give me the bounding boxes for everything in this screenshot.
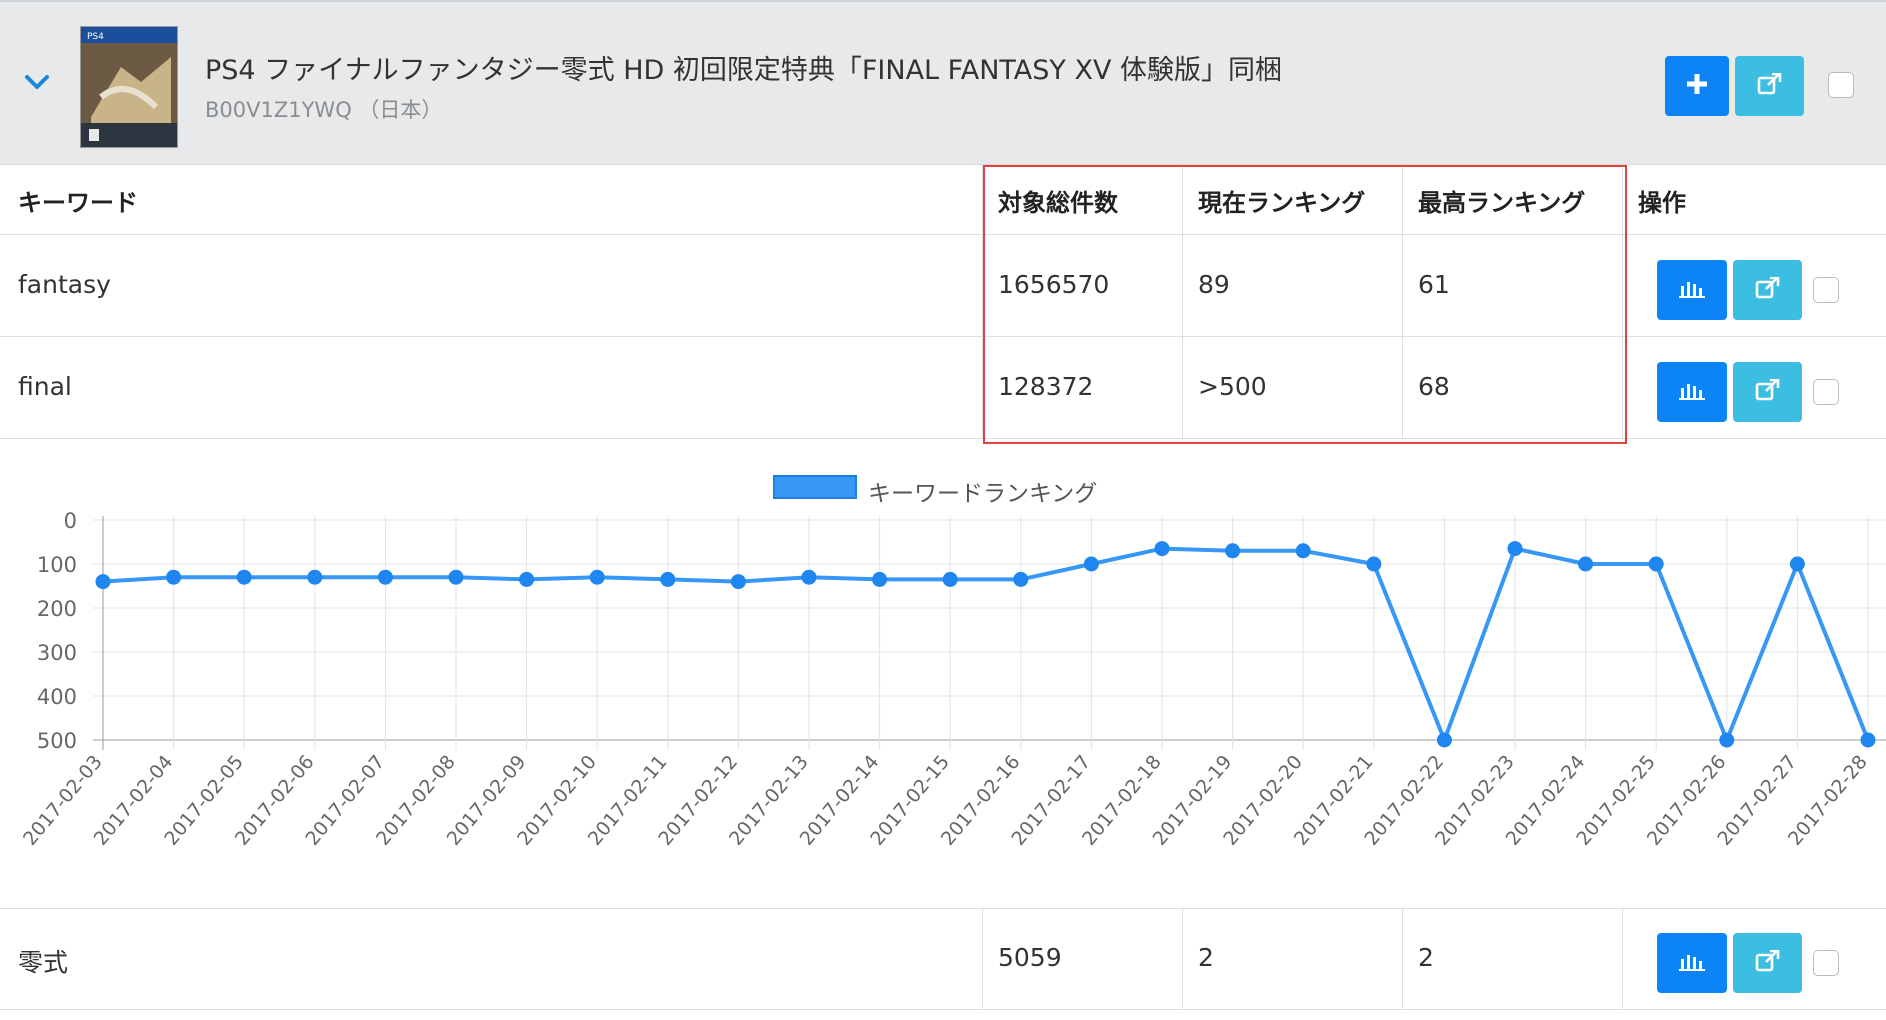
chart-button[interactable] bbox=[1657, 933, 1727, 993]
data-point bbox=[1789, 556, 1805, 572]
chevron-down-icon[interactable] bbox=[22, 70, 52, 94]
header-actions: 操作 bbox=[1638, 189, 1686, 217]
product-title: PS4 ファイナルファンタジー零式 HD 初回限定特典「FINAL FANTAS… bbox=[205, 55, 1283, 86]
bar-chart-icon bbox=[1679, 278, 1705, 302]
row-keyword: final bbox=[18, 372, 72, 401]
data-point bbox=[1860, 732, 1876, 748]
data-point bbox=[377, 569, 393, 585]
row-best-rank: 61 bbox=[1418, 270, 1450, 299]
row-current-rank: >500 bbox=[1198, 372, 1267, 401]
data-point bbox=[1295, 543, 1311, 559]
data-point bbox=[801, 569, 817, 585]
header-best-rank: 最高ランキング bbox=[1418, 189, 1586, 217]
y-tick-label: 100 bbox=[37, 553, 77, 577]
header-keyword: キーワード bbox=[18, 189, 138, 217]
data-point bbox=[660, 571, 676, 587]
external-link-icon bbox=[1757, 72, 1783, 99]
open-keyword-button[interactable] bbox=[1733, 933, 1802, 993]
row-total: 128372 bbox=[998, 372, 1094, 401]
product-checkbox[interactable] bbox=[1828, 72, 1854, 98]
data-point bbox=[1366, 556, 1382, 572]
row-total: 5059 bbox=[998, 943, 1062, 972]
legend-swatch bbox=[773, 475, 857, 499]
bar-chart-icon bbox=[1679, 380, 1705, 404]
header-total: 対象総件数 bbox=[998, 189, 1118, 217]
open-keyword-button[interactable] bbox=[1733, 362, 1802, 422]
plus-icon bbox=[1686, 73, 1708, 99]
y-tick-label: 0 bbox=[64, 509, 77, 533]
row-best-rank: 2 bbox=[1418, 943, 1434, 972]
row-checkbox[interactable] bbox=[1813, 277, 1839, 303]
data-point bbox=[166, 569, 182, 585]
chart-button[interactable] bbox=[1657, 362, 1727, 422]
external-link-icon bbox=[1755, 378, 1781, 405]
data-point bbox=[1225, 543, 1241, 559]
row-keyword: 零式 bbox=[18, 948, 69, 977]
external-link-icon bbox=[1755, 276, 1781, 303]
data-point bbox=[1013, 571, 1029, 587]
open-product-button[interactable] bbox=[1735, 56, 1804, 116]
data-point bbox=[1083, 556, 1099, 572]
row-checkbox[interactable] bbox=[1813, 379, 1839, 405]
row-current-rank: 2 bbox=[1198, 943, 1214, 972]
data-point bbox=[95, 574, 111, 590]
data-point bbox=[1648, 556, 1664, 572]
svg-text:PS4: PS4 bbox=[87, 32, 104, 42]
open-keyword-button[interactable] bbox=[1733, 260, 1802, 320]
row-current-rank: 89 bbox=[1198, 270, 1230, 299]
y-tick-label: 500 bbox=[37, 729, 77, 753]
bar-chart-icon bbox=[1679, 951, 1705, 975]
chart-button[interactable] bbox=[1657, 260, 1727, 320]
data-point bbox=[1436, 732, 1452, 748]
data-point bbox=[942, 571, 958, 587]
row-total: 1656570 bbox=[998, 270, 1110, 299]
product-thumbnail: PS4 bbox=[80, 26, 178, 148]
y-tick-label: 200 bbox=[37, 597, 77, 621]
data-point bbox=[519, 571, 535, 587]
data-point bbox=[1719, 732, 1735, 748]
external-link-icon bbox=[1755, 949, 1781, 976]
series-line bbox=[102, 546, 1870, 742]
row-best-rank: 68 bbox=[1418, 372, 1450, 401]
ranking-line-chart: 01002003004005002017-02-032017-02-042017… bbox=[19, 509, 1886, 850]
add-button[interactable] bbox=[1665, 56, 1729, 116]
header-current-rank: 現在ランキング bbox=[1198, 189, 1366, 217]
data-point bbox=[589, 569, 605, 585]
data-point bbox=[1154, 541, 1170, 557]
row-checkbox[interactable] bbox=[1813, 950, 1839, 976]
data-point bbox=[448, 569, 464, 585]
data-point bbox=[730, 574, 746, 590]
data-point bbox=[1578, 556, 1594, 572]
data-point bbox=[1507, 541, 1523, 557]
row-keyword: fantasy bbox=[18, 270, 111, 299]
data-point bbox=[307, 569, 323, 585]
data-point bbox=[236, 569, 252, 585]
y-tick-label: 400 bbox=[37, 685, 77, 709]
y-tick-label: 300 bbox=[37, 641, 77, 665]
data-point bbox=[872, 571, 888, 587]
legend-label: キーワードランキング bbox=[868, 481, 1098, 507]
product-asin: B00V1Z1YWQ （日本） bbox=[205, 98, 443, 122]
product-header: PS4 PS4 ファイナルファンタジー零式 HD 初回限定特典「FINAL FA… bbox=[0, 0, 1886, 165]
